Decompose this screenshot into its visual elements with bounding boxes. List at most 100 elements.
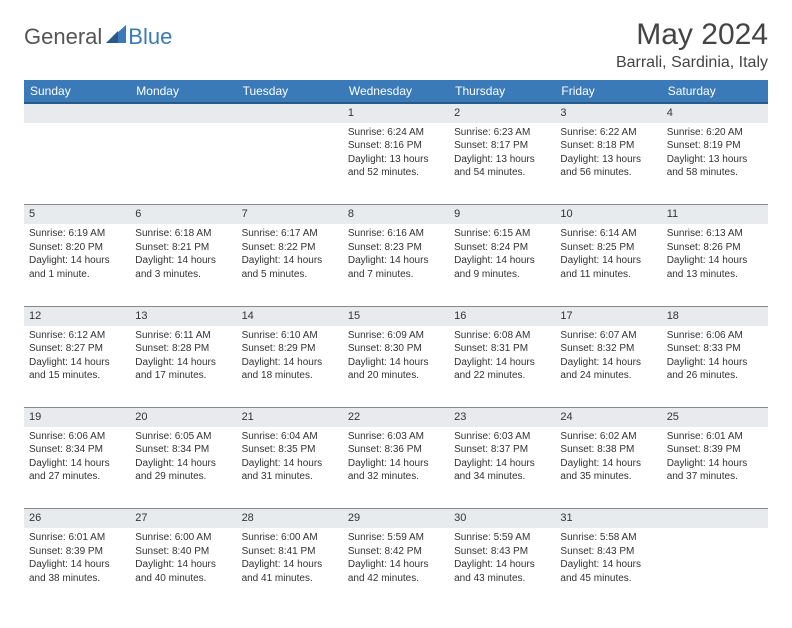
logo: General Blue [24, 24, 172, 50]
day-cell [237, 123, 343, 205]
day-number: 17 [555, 306, 661, 325]
logo-sail-icon [106, 25, 128, 50]
day-number: 21 [237, 408, 343, 427]
day-content-row: Sunrise: 6:06 AM Sunset: 8:34 PM Dayligh… [24, 427, 768, 509]
day-number-row: 567891011 [24, 205, 768, 224]
day-number [130, 103, 236, 123]
day-number: 23 [449, 408, 555, 427]
day-cell: Sunrise: 6:18 AM Sunset: 8:21 PM Dayligh… [130, 224, 236, 306]
day-details: Sunrise: 6:09 AM Sunset: 8:30 PM Dayligh… [348, 329, 444, 383]
day-number: 2 [449, 103, 555, 123]
weekday-header: Monday [130, 80, 236, 103]
day-number: 20 [130, 408, 236, 427]
day-number: 15 [343, 306, 449, 325]
day-cell: Sunrise: 6:03 AM Sunset: 8:36 PM Dayligh… [343, 427, 449, 509]
day-details: Sunrise: 6:00 AM Sunset: 8:41 PM Dayligh… [242, 531, 338, 585]
header: General Blue May 2024 Barrali, Sardinia,… [24, 18, 768, 72]
day-content-row: Sunrise: 6:19 AM Sunset: 8:20 PM Dayligh… [24, 224, 768, 306]
day-details: Sunrise: 6:17 AM Sunset: 8:22 PM Dayligh… [242, 227, 338, 281]
day-number: 29 [343, 509, 449, 528]
day-number: 26 [24, 509, 130, 528]
day-details: Sunrise: 6:02 AM Sunset: 8:38 PM Dayligh… [560, 430, 656, 484]
weekday-header: Sunday [24, 80, 130, 103]
calendar-table: Sunday Monday Tuesday Wednesday Thursday… [24, 80, 768, 610]
day-details: Sunrise: 6:07 AM Sunset: 8:32 PM Dayligh… [560, 329, 656, 383]
day-cell [130, 123, 236, 205]
day-number [24, 103, 130, 123]
month-title: May 2024 [616, 18, 768, 52]
day-cell: Sunrise: 6:11 AM Sunset: 8:28 PM Dayligh… [130, 326, 236, 408]
day-number-row: 19202122232425 [24, 408, 768, 427]
weekday-header: Wednesday [343, 80, 449, 103]
day-number: 6 [130, 205, 236, 224]
day-details: Sunrise: 5:59 AM Sunset: 8:43 PM Dayligh… [454, 531, 550, 585]
day-cell: Sunrise: 6:06 AM Sunset: 8:33 PM Dayligh… [662, 326, 768, 408]
day-number [237, 103, 343, 123]
weekday-header: Friday [555, 80, 661, 103]
day-cell: Sunrise: 6:20 AM Sunset: 8:19 PM Dayligh… [662, 123, 768, 205]
day-cell: Sunrise: 6:22 AM Sunset: 8:18 PM Dayligh… [555, 123, 661, 205]
day-details: Sunrise: 5:59 AM Sunset: 8:42 PM Dayligh… [348, 531, 444, 585]
weekday-header: Saturday [662, 80, 768, 103]
day-cell: Sunrise: 6:12 AM Sunset: 8:27 PM Dayligh… [24, 326, 130, 408]
location-label: Barrali, Sardinia, Italy [616, 54, 768, 72]
day-number: 30 [449, 509, 555, 528]
day-cell: Sunrise: 6:15 AM Sunset: 8:24 PM Dayligh… [449, 224, 555, 306]
logo-text-general: General [24, 24, 102, 50]
day-details: Sunrise: 6:06 AM Sunset: 8:33 PM Dayligh… [667, 329, 763, 383]
day-number-row: 1234 [24, 103, 768, 123]
day-cell: Sunrise: 6:07 AM Sunset: 8:32 PM Dayligh… [555, 326, 661, 408]
day-details: Sunrise: 6:03 AM Sunset: 8:37 PM Dayligh… [454, 430, 550, 484]
day-cell: Sunrise: 6:06 AM Sunset: 8:34 PM Dayligh… [24, 427, 130, 509]
day-cell: Sunrise: 5:59 AM Sunset: 8:42 PM Dayligh… [343, 528, 449, 610]
day-number: 12 [24, 306, 130, 325]
day-details: Sunrise: 6:20 AM Sunset: 8:19 PM Dayligh… [667, 126, 763, 180]
day-details: Sunrise: 6:24 AM Sunset: 8:16 PM Dayligh… [348, 126, 444, 180]
day-number: 11 [662, 205, 768, 224]
day-number: 14 [237, 306, 343, 325]
day-details: Sunrise: 6:04 AM Sunset: 8:35 PM Dayligh… [242, 430, 338, 484]
day-cell: Sunrise: 6:17 AM Sunset: 8:22 PM Dayligh… [237, 224, 343, 306]
day-content-row: Sunrise: 6:12 AM Sunset: 8:27 PM Dayligh… [24, 326, 768, 408]
day-cell: Sunrise: 6:05 AM Sunset: 8:34 PM Dayligh… [130, 427, 236, 509]
day-cell: Sunrise: 5:59 AM Sunset: 8:43 PM Dayligh… [449, 528, 555, 610]
logo-text-blue: Blue [128, 24, 172, 50]
day-number: 28 [237, 509, 343, 528]
day-details: Sunrise: 6:06 AM Sunset: 8:34 PM Dayligh… [29, 430, 125, 484]
day-number: 13 [130, 306, 236, 325]
day-details: Sunrise: 6:01 AM Sunset: 8:39 PM Dayligh… [29, 531, 125, 585]
calendar-page: General Blue May 2024 Barrali, Sardinia,… [0, 0, 792, 628]
day-cell: Sunrise: 6:00 AM Sunset: 8:40 PM Dayligh… [130, 528, 236, 610]
day-cell: Sunrise: 6:01 AM Sunset: 8:39 PM Dayligh… [24, 528, 130, 610]
day-cell: Sunrise: 6:13 AM Sunset: 8:26 PM Dayligh… [662, 224, 768, 306]
day-details: Sunrise: 6:15 AM Sunset: 8:24 PM Dayligh… [454, 227, 550, 281]
day-number [662, 509, 768, 528]
weekday-header: Tuesday [237, 80, 343, 103]
day-cell [24, 123, 130, 205]
day-number: 9 [449, 205, 555, 224]
weekday-header: Thursday [449, 80, 555, 103]
day-number: 5 [24, 205, 130, 224]
day-cell: Sunrise: 6:16 AM Sunset: 8:23 PM Dayligh… [343, 224, 449, 306]
day-cell: Sunrise: 6:03 AM Sunset: 8:37 PM Dayligh… [449, 427, 555, 509]
day-cell [662, 528, 768, 610]
day-number: 27 [130, 509, 236, 528]
day-details: Sunrise: 6:08 AM Sunset: 8:31 PM Dayligh… [454, 329, 550, 383]
day-number: 22 [343, 408, 449, 427]
day-number: 16 [449, 306, 555, 325]
day-details: Sunrise: 6:18 AM Sunset: 8:21 PM Dayligh… [135, 227, 231, 281]
day-number: 18 [662, 306, 768, 325]
day-cell: Sunrise: 5:58 AM Sunset: 8:43 PM Dayligh… [555, 528, 661, 610]
day-cell: Sunrise: 6:00 AM Sunset: 8:41 PM Dayligh… [237, 528, 343, 610]
day-number: 10 [555, 205, 661, 224]
day-number: 24 [555, 408, 661, 427]
day-details: Sunrise: 6:12 AM Sunset: 8:27 PM Dayligh… [29, 329, 125, 383]
day-cell: Sunrise: 6:01 AM Sunset: 8:39 PM Dayligh… [662, 427, 768, 509]
day-details: Sunrise: 6:01 AM Sunset: 8:39 PM Dayligh… [667, 430, 763, 484]
day-details: Sunrise: 6:10 AM Sunset: 8:29 PM Dayligh… [242, 329, 338, 383]
day-number: 25 [662, 408, 768, 427]
day-details: Sunrise: 5:58 AM Sunset: 8:43 PM Dayligh… [560, 531, 656, 585]
day-cell: Sunrise: 6:19 AM Sunset: 8:20 PM Dayligh… [24, 224, 130, 306]
day-details: Sunrise: 6:13 AM Sunset: 8:26 PM Dayligh… [667, 227, 763, 281]
day-number: 8 [343, 205, 449, 224]
